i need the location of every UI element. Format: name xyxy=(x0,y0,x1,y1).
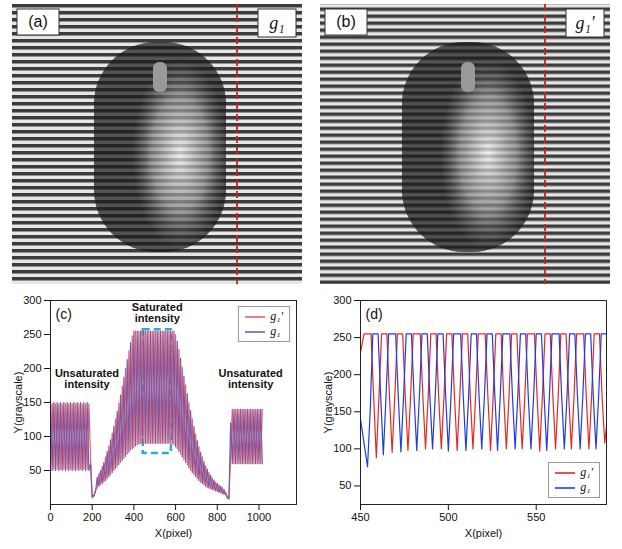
svg-text:X(pixel): X(pixel) xyxy=(465,527,502,539)
svg-text:200: 200 xyxy=(333,368,351,380)
svg-text:300: 300 xyxy=(333,294,351,306)
svg-text:150: 150 xyxy=(333,405,351,417)
html-text:g₁: g₁ xyxy=(580,480,591,494)
svg-text:250: 250 xyxy=(23,328,41,340)
svg-text:1000: 1000 xyxy=(247,511,271,523)
svg-text:500: 500 xyxy=(439,511,457,523)
html-text:g₁': g₁' xyxy=(270,309,283,323)
svg-text:300: 300 xyxy=(23,294,41,306)
svg-text:Unsaturatedintensity: Unsaturatedintensity xyxy=(55,367,119,390)
svg-text:200: 200 xyxy=(23,362,41,374)
svg-text:Y(grayscale): Y(grayscale) xyxy=(322,372,334,434)
svg-text:50: 50 xyxy=(339,479,351,491)
svg-text:(a): (a) xyxy=(28,13,48,30)
svg-text:150: 150 xyxy=(23,396,41,408)
svg-text:100: 100 xyxy=(23,430,41,442)
svg-text:600: 600 xyxy=(166,511,184,523)
svg-text:450: 450 xyxy=(351,511,369,523)
svg-text:800: 800 xyxy=(208,511,226,523)
svg-text:Unsaturatedintensity: Unsaturatedintensity xyxy=(219,367,283,390)
svg-text:250: 250 xyxy=(333,331,351,343)
svg-text:(d): (d) xyxy=(366,306,383,322)
html-text:g₁: g₁ xyxy=(270,324,281,338)
html-text:g₁': g₁' xyxy=(580,465,593,479)
svg-text:Saturatedintensity: Saturatedintensity xyxy=(132,301,183,324)
svg-text:550: 550 xyxy=(527,511,545,523)
svg-text:Y(grayscale): Y(grayscale) xyxy=(12,372,24,434)
svg-text:(c): (c) xyxy=(56,306,72,322)
svg-text:50: 50 xyxy=(29,464,41,476)
svg-text:g₁': g₁' xyxy=(575,13,595,33)
svg-text:100: 100 xyxy=(333,442,351,454)
svg-text:200: 200 xyxy=(83,511,101,523)
svg-text:X(pixel): X(pixel) xyxy=(155,527,192,539)
svg-text:0: 0 xyxy=(47,511,53,523)
svg-text:400: 400 xyxy=(125,511,143,523)
svg-text:g₁: g₁ xyxy=(269,13,284,33)
svg-text:(b): (b) xyxy=(336,13,356,30)
